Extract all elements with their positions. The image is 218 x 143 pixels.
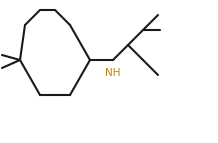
Text: NH: NH [105,68,121,78]
